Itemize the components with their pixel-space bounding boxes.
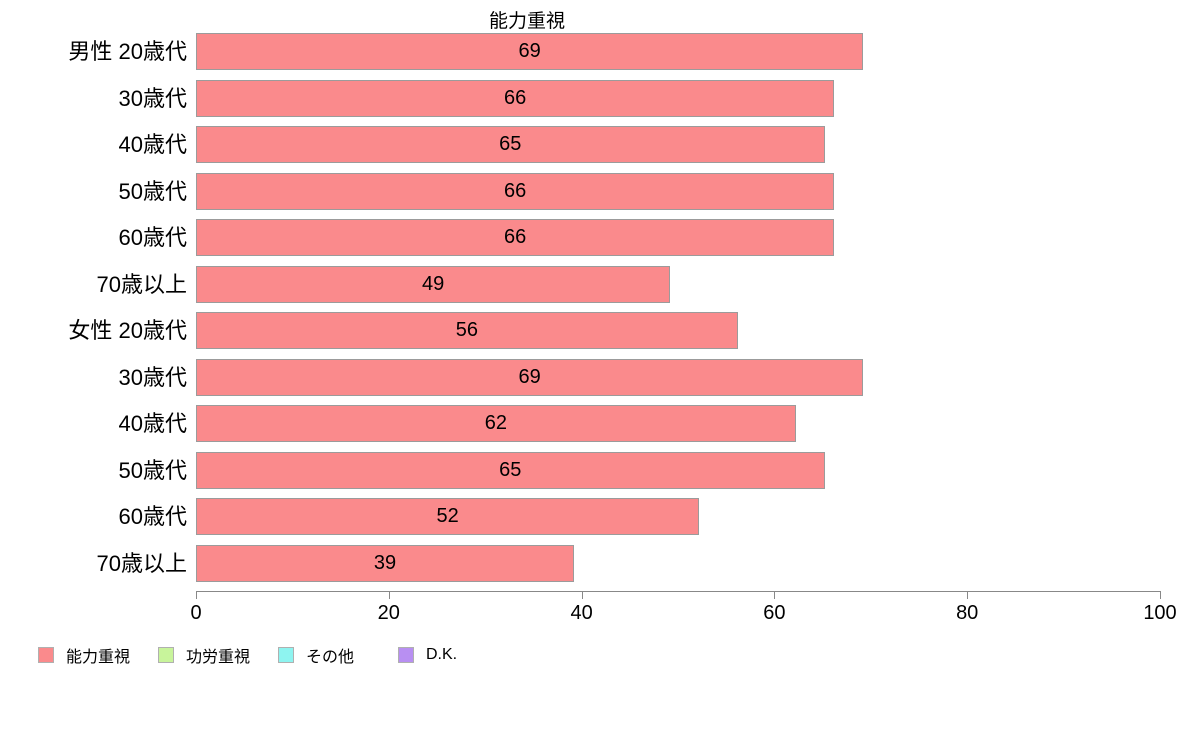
category-label: 女性 20歳代 bbox=[68, 318, 187, 343]
legend-label: D.K. bbox=[426, 646, 458, 663]
bar: 39 bbox=[196, 544, 574, 582]
bar-value-label: 66 bbox=[503, 179, 527, 202]
bar-value-label: 62 bbox=[484, 412, 507, 434]
x-axis-tick-label: 20 bbox=[377, 602, 400, 624]
x-axis-tick-label: 0 bbox=[190, 602, 202, 624]
bar: 65 bbox=[196, 126, 825, 163]
bar-row: 50歳代 65 bbox=[0, 451, 1188, 489]
bar-value-label: 65 bbox=[499, 458, 522, 481]
x-axis-tick bbox=[196, 591, 197, 599]
bar-value-label: 66 bbox=[503, 86, 527, 109]
category-label: 50歳代 bbox=[118, 457, 187, 483]
bar: 66 bbox=[196, 219, 835, 256]
x-axis-tick-label: 100 bbox=[1143, 602, 1177, 624]
bar-row: 50歳代 66 bbox=[0, 172, 1188, 210]
bar-value-label: 66 bbox=[503, 226, 527, 248]
category-label: 70歳以上 bbox=[96, 550, 187, 576]
bar: 62 bbox=[196, 405, 796, 442]
x-axis-tick bbox=[581, 591, 583, 599]
x-axis-tick bbox=[967, 591, 969, 599]
bar: 66 bbox=[196, 79, 835, 117]
x-axis-tick-label: 60 bbox=[763, 602, 786, 624]
legend-swatch bbox=[398, 647, 414, 663]
bar: 52 bbox=[196, 498, 700, 535]
legend-swatch bbox=[278, 647, 294, 663]
bar-row: 女性 20歳代 56 bbox=[0, 312, 1188, 349]
category-label: 60歳代 bbox=[118, 225, 187, 250]
category-label: 40歳代 bbox=[118, 411, 187, 436]
category-label: 30歳代 bbox=[118, 85, 187, 111]
bar-value-label: 49 bbox=[422, 272, 445, 295]
legend-item: 能力重視 bbox=[38, 643, 158, 667]
category-label: 60歳代 bbox=[118, 504, 187, 529]
bar-row: 30歳代 66 bbox=[0, 79, 1188, 117]
legend-item: 功労重視 bbox=[158, 643, 278, 667]
bar-row: 60歳代 52 bbox=[0, 498, 1188, 535]
bar-value-label: 69 bbox=[518, 365, 541, 388]
chart-title: 能力重視 bbox=[488, 11, 565, 32]
bar-value-label: 39 bbox=[373, 551, 397, 574]
legend-label: その他 bbox=[306, 649, 355, 666]
bar: 49 bbox=[196, 265, 671, 303]
legend-swatch bbox=[158, 647, 174, 663]
bar-value-label: 65 bbox=[499, 133, 522, 155]
x-axis-tick bbox=[1160, 591, 1161, 599]
x-axis-tick-label: 80 bbox=[956, 602, 979, 624]
legend: 能力重視 功労重視 その他 D.K. bbox=[38, 644, 518, 666]
x-axis-tick bbox=[774, 591, 776, 599]
x-axis-line bbox=[196, 591, 1161, 592]
bar: 56 bbox=[196, 312, 738, 349]
bar-row: 40歳代 62 bbox=[0, 405, 1188, 442]
bar-row: 70歳以上 39 bbox=[0, 544, 1188, 582]
bar: 66 bbox=[196, 172, 835, 210]
bar-row: 40歳代 65 bbox=[0, 126, 1188, 163]
category-label: 70歳以上 bbox=[96, 271, 187, 297]
category-label: 男性 20歳代 bbox=[68, 39, 187, 64]
bar-value-label: 56 bbox=[455, 319, 479, 341]
bar-value-label: 69 bbox=[518, 40, 541, 62]
x-axis-tick bbox=[388, 591, 390, 599]
bar-value-label: 52 bbox=[436, 505, 459, 527]
legend-label: 功労重視 bbox=[186, 649, 251, 666]
bar: 69 bbox=[196, 33, 864, 70]
category-label: 40歳代 bbox=[118, 132, 187, 157]
legend-swatch bbox=[38, 647, 54, 663]
bar: 69 bbox=[196, 358, 864, 396]
legend-item: その他 bbox=[278, 643, 398, 667]
bar-row: 男性 20歳代 69 bbox=[0, 33, 1188, 70]
x-axis-tick-label: 40 bbox=[570, 602, 593, 624]
category-label: 30歳代 bbox=[118, 364, 187, 390]
bar: 65 bbox=[196, 451, 825, 489]
legend-item: D.K. bbox=[398, 646, 518, 664]
bar-row: 30歳代 69 bbox=[0, 358, 1188, 396]
bar-row: 70歳以上 49 bbox=[0, 265, 1188, 303]
category-label: 50歳代 bbox=[118, 178, 187, 204]
legend-label: 能力重視 bbox=[66, 649, 131, 666]
bar-row: 60歳代 66 bbox=[0, 219, 1188, 256]
